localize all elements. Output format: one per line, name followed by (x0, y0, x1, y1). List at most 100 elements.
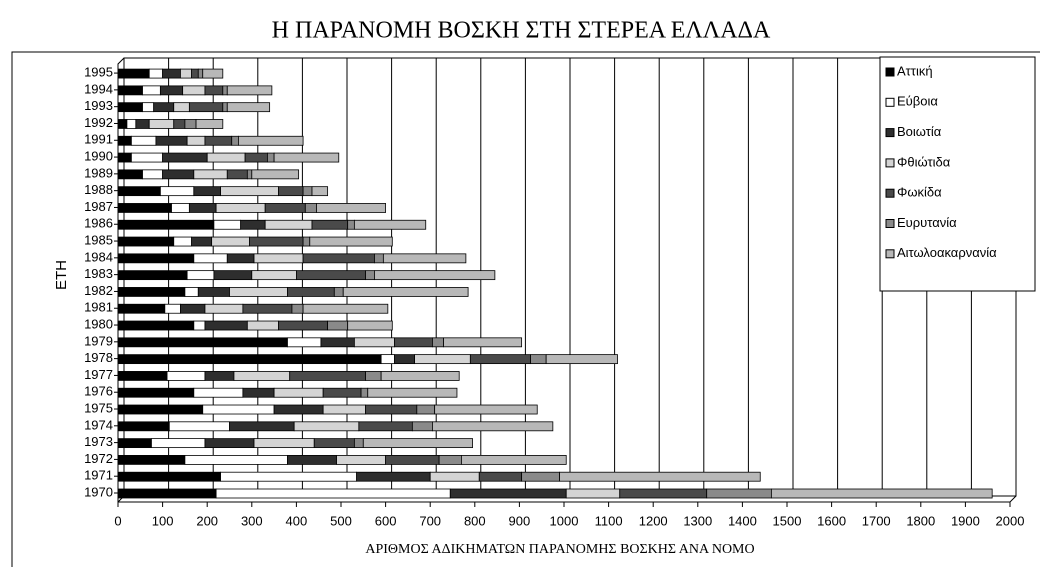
bar-segment (770, 488, 993, 499)
bar-segment (289, 371, 366, 381)
y-tick-label: 1971 (84, 468, 113, 483)
legend-swatch (885, 128, 895, 138)
bar-segment (220, 471, 358, 482)
legend-swatch (885, 249, 895, 259)
bar-segment (251, 270, 297, 281)
bar-segment (117, 270, 188, 281)
bar-segment (336, 455, 387, 465)
bar-segment (353, 438, 364, 449)
bar-segment (193, 387, 244, 398)
bar-segment (434, 404, 538, 415)
bar-segment (302, 303, 389, 314)
bar-segment (117, 438, 152, 449)
bar-segment (469, 354, 531, 365)
x-tick-label: 1600 (817, 513, 846, 528)
x-tick-label: 1700 (862, 513, 891, 528)
bar-segment (191, 236, 213, 247)
bar-segment (135, 119, 150, 129)
bar-segment (530, 354, 547, 365)
bar-segment (117, 337, 288, 348)
bar-segment (432, 337, 444, 348)
bar-segment (117, 287, 186, 297)
y-tick-label: 1983 (84, 266, 113, 281)
bar-segment (117, 320, 195, 331)
bar-segment (238, 135, 304, 146)
x-tick-label: 1100 (595, 513, 623, 528)
bar-segment (171, 203, 190, 213)
bar-segment (347, 219, 355, 230)
bar-segment (188, 203, 217, 213)
bar-segment (204, 371, 235, 381)
x-axis-title: ΑΡΙΘΜΟΣ ΑΔΙΚΗΜΑΤΩΝ ΠΑΡΑΝΟΜΗΣ ΒΟΣΚΗΣ ΑΝΑ … (365, 542, 754, 557)
y-tick-label: 1991 (84, 132, 113, 147)
y-tick-label: 1974 (84, 417, 113, 432)
bar-segment (206, 152, 246, 163)
bar-segment (117, 303, 166, 314)
y-axis-title: ΕΤΗ (53, 260, 70, 290)
bar-segment (117, 102, 143, 113)
bar-segment (193, 253, 228, 264)
bar-segment (414, 354, 471, 365)
y-tick-label: 1981 (84, 300, 113, 315)
legend-label: Φθιώτιδα (897, 154, 951, 169)
legend-label: Εύβοια (897, 94, 938, 109)
bar-segment (117, 152, 132, 163)
bar-segment (309, 236, 393, 247)
bar-segment (365, 371, 382, 381)
bar-segment (148, 68, 164, 79)
legend-swatch (885, 158, 895, 168)
y-tick-label: 1970 (84, 484, 113, 499)
x-tick-label: 800 (464, 513, 486, 528)
x-tick-label: 1900 (951, 513, 980, 528)
bar-segment (193, 186, 221, 197)
x-tick-label: 400 (286, 513, 308, 528)
bar-segment (184, 287, 199, 297)
legend-swatch (885, 219, 895, 228)
bar-segment (117, 169, 143, 180)
bar-segment (117, 371, 168, 381)
bar-segment (394, 337, 433, 348)
bar-segment (188, 102, 224, 113)
x-tick-label: 200 (196, 513, 218, 528)
bar-segment (374, 253, 384, 264)
y-tick-label: 1976 (84, 384, 113, 399)
bar-segment (461, 455, 567, 465)
bar-segment (130, 135, 157, 146)
bar-segment (347, 320, 393, 331)
bar-segment (244, 152, 268, 163)
bar-segment (246, 320, 279, 331)
legend-label: Βοιωτία (897, 124, 942, 139)
bar-segment (195, 119, 224, 129)
bar-segment (180, 68, 192, 79)
bar-segment (240, 219, 266, 230)
x-tick-label: 300 (241, 513, 263, 528)
y-tick-label: 1985 (84, 232, 113, 247)
bar-segment (443, 337, 523, 348)
bar-segment (142, 85, 161, 96)
bar-segment (202, 68, 224, 79)
bar-segment (204, 303, 244, 314)
bar-segment (226, 102, 271, 113)
bar-segment (264, 203, 306, 213)
bar-segment (202, 404, 275, 415)
bar-segment (253, 438, 315, 449)
bar-segment (159, 186, 195, 197)
bar-segment (333, 287, 344, 297)
bar-segment (180, 303, 206, 314)
bar-segment (267, 152, 275, 163)
bar-segment (204, 135, 233, 146)
x-tick-label: 500 (330, 513, 352, 528)
bar-segment (411, 421, 433, 432)
bar-segment (273, 404, 324, 415)
bar-segment (706, 488, 772, 499)
bar-segment (193, 169, 228, 180)
x-tick-label: 700 (419, 513, 441, 528)
bar-segment (362, 438, 473, 449)
x-tick-label: 1400 (728, 513, 757, 528)
legend-label: Φωκίδα (897, 185, 942, 200)
bar-segment (117, 488, 217, 499)
bar-segment (226, 169, 248, 180)
bar-segment (142, 102, 155, 113)
bar-segment (186, 135, 206, 146)
bar-segment (365, 270, 375, 281)
